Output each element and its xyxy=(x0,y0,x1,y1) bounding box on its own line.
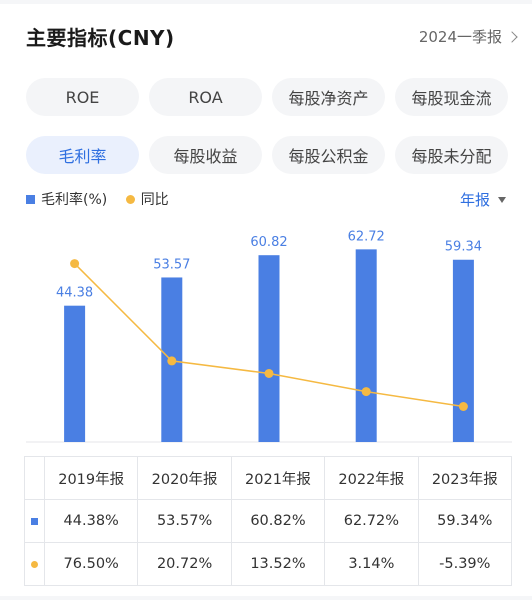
bar-value-label: 59.34 xyxy=(445,240,482,255)
table-header-row: 2019年报 2020年报 2021年报 2022年报 2023年报 xyxy=(24,456,513,500)
yoy-point xyxy=(264,368,274,378)
table-cell: 13.52% xyxy=(230,542,326,586)
legend-bar-label: 毛利率(%) xyxy=(41,192,108,208)
table-header-cell: 2019年报 xyxy=(43,456,139,500)
tab-row-2: 毛利率 每股收益 每股公积金 每股未分配 xyxy=(26,136,508,174)
bar-swatch-icon xyxy=(26,194,35,204)
tab-net-assets-per-share[interactable]: 每股净资产 xyxy=(272,78,385,116)
bar xyxy=(64,305,86,442)
tab-cash-flow-per-share[interactable]: 每股现金流 xyxy=(395,78,508,116)
bar-value-label: 53.57 xyxy=(153,257,190,272)
table-corner-cell xyxy=(24,456,45,500)
chart-legend: 毛利率(%) 同比 年报 xyxy=(26,189,506,209)
table-header-cell: 2020年报 xyxy=(137,456,232,500)
chevron-right-icon xyxy=(506,31,518,43)
bar-marker-icon xyxy=(31,518,38,525)
header: 主要指标(CNY) 2024一季报 xyxy=(26,22,518,50)
tab-gross-margin[interactable]: 毛利率 xyxy=(26,136,139,174)
table-cell: 44.38% xyxy=(43,499,139,543)
metric-tabs: ROE ROA 每股净资产 每股现金流 毛利率 每股收益 每股公积金 每股未分配 xyxy=(26,78,508,194)
report-period-label: 2024一季报 xyxy=(418,28,502,46)
bottom-divider xyxy=(0,596,532,600)
table-cell: -5.39% xyxy=(417,542,513,586)
legend-line-label: 同比 xyxy=(140,192,169,208)
tab-undistributed-per-share[interactable]: 每股未分配 xyxy=(395,136,508,174)
dropdown-triangle-icon xyxy=(498,196,506,203)
row-marker-cell xyxy=(24,542,45,586)
bar-value-label: 62.72 xyxy=(348,229,385,244)
table-cell: 62.72% xyxy=(324,499,419,543)
data-table: 2019年报 2020年报 2021年报 2022年报 2023年报 44.38… xyxy=(24,456,513,586)
tab-capital-reserve-per-share[interactable]: 每股公积金 xyxy=(272,136,385,174)
tab-roe[interactable]: ROE xyxy=(26,78,139,116)
table-cell: 76.50% xyxy=(43,542,139,586)
period-type-label: 年报 xyxy=(459,191,490,209)
top-divider xyxy=(0,0,532,4)
tab-eps[interactable]: 每股收益 xyxy=(149,136,262,174)
report-period-link[interactable]: 2024一季报 xyxy=(418,26,518,47)
yoy-point xyxy=(458,401,468,411)
bar xyxy=(355,249,377,442)
table-cell: 60.82% xyxy=(230,499,326,543)
tab-roa[interactable]: ROA xyxy=(149,78,262,116)
table-cell: 53.57% xyxy=(137,499,232,543)
bar-value-label: 44.38 xyxy=(56,286,93,301)
page-title: 主要指标(CNY) xyxy=(26,26,175,50)
table-header-cell: 2022年报 xyxy=(324,456,419,500)
table-row-yoy: 76.50% 20.72% 13.52% 3.14% -5.39% xyxy=(24,542,513,586)
bar xyxy=(258,255,280,442)
line-marker-icon xyxy=(31,561,38,568)
legend-line-series: 同比 xyxy=(125,189,169,209)
yoy-point xyxy=(361,387,371,397)
legend-bar-series: 毛利率(%) xyxy=(26,189,107,209)
period-type-select[interactable]: 年报 xyxy=(460,189,506,210)
table-cell: 3.14% xyxy=(324,542,419,586)
yoy-point xyxy=(167,356,177,366)
bar xyxy=(452,259,474,442)
line-dot-icon xyxy=(125,194,135,204)
row-marker-cell xyxy=(24,499,45,543)
yoy-point xyxy=(70,259,80,269)
gross-margin-chart: 44.38 53.57 60.82 62.72 59.34 xyxy=(26,229,512,443)
tab-row-1: ROE ROA 每股净资产 每股现金流 xyxy=(26,78,508,116)
bar-value-label: 60.82 xyxy=(250,235,287,250)
table-header-cell: 2023年报 xyxy=(417,456,513,500)
table-cell: 20.72% xyxy=(137,542,232,586)
table-header-cell: 2021年报 xyxy=(230,456,326,500)
table-cell: 59.34% xyxy=(417,499,513,543)
table-row-gross-margin: 44.38% 53.57% 60.82% 62.72% 59.34% xyxy=(24,499,513,543)
